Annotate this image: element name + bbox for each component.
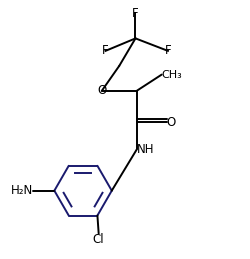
Text: NH: NH: [136, 143, 154, 156]
Text: F: F: [102, 44, 108, 57]
Text: O: O: [166, 116, 175, 128]
Text: Cl: Cl: [92, 233, 104, 247]
Text: H₂N: H₂N: [11, 184, 33, 197]
Text: F: F: [132, 7, 138, 20]
Text: F: F: [164, 44, 170, 57]
Text: O: O: [97, 84, 106, 97]
Text: CH₃: CH₃: [161, 70, 182, 80]
